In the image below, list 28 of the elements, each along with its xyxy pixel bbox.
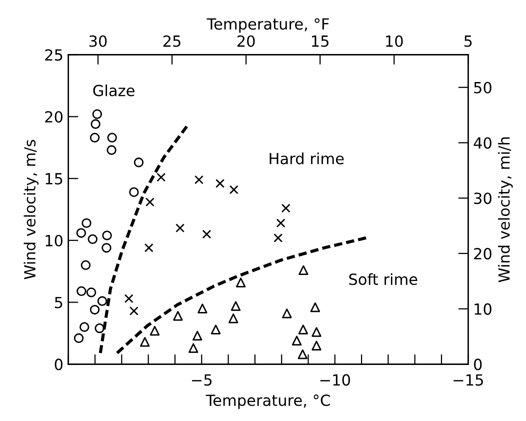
y-tick-label: 5 bbox=[54, 296, 62, 308]
x-tick-label: −15 bbox=[454, 374, 483, 386]
x2-tick-label: 30 bbox=[89, 35, 107, 47]
y-axis-title: Wind velocity, m/s bbox=[24, 140, 39, 280]
y2-tick-label: 50 bbox=[474, 82, 492, 94]
y-tick-label: 20 bbox=[45, 111, 63, 123]
x2-tick-label: 25 bbox=[163, 35, 180, 47]
y2-tick-label: 0 bbox=[474, 358, 482, 370]
x2-tick-label: 15 bbox=[312, 36, 328, 47]
y2-axis-title: Wind velocity, mi/h bbox=[498, 137, 513, 282]
y-tick-label: 0 bbox=[54, 358, 63, 370]
y-tick-label: 15 bbox=[46, 173, 62, 185]
annotation: Hard rime bbox=[270, 152, 344, 164]
x2-axis-title: Temperature, °F bbox=[206, 18, 329, 33]
x-tick-label: −5 bbox=[192, 374, 212, 386]
y2-tick-label: 40 bbox=[474, 137, 492, 149]
y2-tick-label: 10 bbox=[474, 303, 492, 315]
x2-tick-label: 20 bbox=[237, 35, 255, 47]
y-tick-label: 25 bbox=[45, 49, 62, 61]
x-axis-title: Temperature, °C bbox=[206, 394, 330, 410]
y-tick-label: 10 bbox=[46, 234, 63, 246]
x-tick-label: −10 bbox=[320, 374, 350, 386]
y2-tick-label: 20 bbox=[474, 248, 492, 260]
annotation: Glaze bbox=[93, 84, 134, 96]
y2-tick-label: 30 bbox=[474, 192, 492, 204]
x2-tick-label: 5 bbox=[464, 36, 472, 47]
annotation: Soft rime bbox=[349, 273, 418, 286]
x2-tick-label: 10 bbox=[386, 35, 403, 47]
